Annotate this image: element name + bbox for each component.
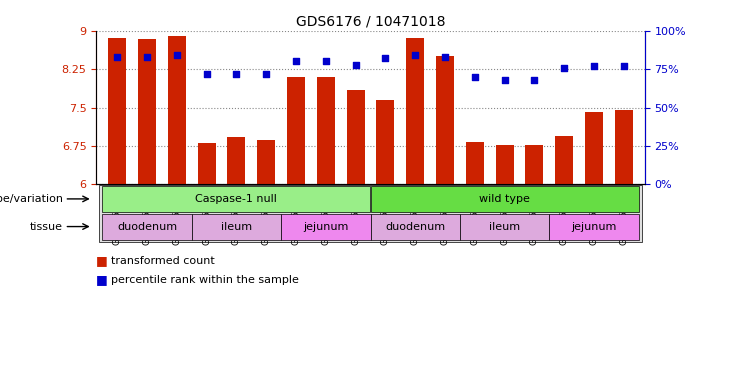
Point — [230, 71, 242, 77]
Bar — [525, 146, 543, 184]
Bar — [376, 100, 394, 184]
Point — [499, 77, 511, 83]
Point — [409, 52, 421, 58]
Text: ileum: ileum — [489, 222, 520, 232]
Point — [469, 74, 481, 80]
Bar — [347, 89, 365, 184]
Bar — [227, 137, 245, 184]
Text: ■: ■ — [96, 254, 108, 267]
Text: jejunum: jejunum — [571, 222, 617, 232]
Text: tissue: tissue — [30, 222, 63, 232]
Point — [588, 63, 600, 69]
Text: Caspase-1 null: Caspase-1 null — [196, 194, 277, 204]
Point — [439, 54, 451, 60]
Point — [111, 54, 123, 60]
Bar — [108, 38, 126, 184]
Point — [528, 77, 540, 83]
Bar — [287, 77, 305, 184]
Point — [201, 71, 213, 77]
Bar — [168, 36, 186, 184]
Text: percentile rank within the sample: percentile rank within the sample — [111, 275, 299, 285]
Point — [320, 58, 332, 65]
Text: genotype/variation: genotype/variation — [0, 194, 63, 204]
Text: duodenum: duodenum — [385, 222, 445, 232]
Bar — [406, 38, 424, 184]
Point — [558, 65, 570, 71]
Bar — [615, 110, 633, 184]
Bar — [436, 56, 454, 184]
Bar — [555, 136, 573, 184]
Bar — [138, 40, 156, 184]
Point — [141, 54, 153, 60]
Point — [290, 58, 302, 65]
Text: ileum: ileum — [221, 222, 252, 232]
Text: duodenum: duodenum — [117, 222, 177, 232]
Point — [171, 52, 183, 58]
Bar — [198, 143, 216, 184]
Point — [379, 55, 391, 61]
Bar — [585, 112, 603, 184]
Title: GDS6176 / 10471018: GDS6176 / 10471018 — [296, 14, 445, 28]
Text: wild type: wild type — [479, 194, 530, 204]
Text: jejunum: jejunum — [303, 222, 348, 232]
Bar — [466, 142, 484, 184]
Point — [260, 71, 272, 77]
Bar — [496, 146, 514, 184]
Text: transformed count: transformed count — [111, 256, 215, 266]
Bar — [257, 140, 275, 184]
Point — [618, 63, 630, 69]
Text: ■: ■ — [96, 273, 108, 286]
Point — [350, 61, 362, 68]
Bar — [317, 77, 335, 184]
